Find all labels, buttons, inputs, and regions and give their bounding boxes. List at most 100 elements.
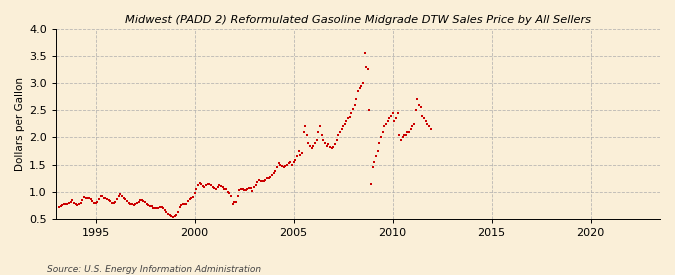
Point [425, 127, 436, 131]
Point [323, 142, 333, 146]
Point [215, 184, 226, 189]
Point [317, 133, 327, 137]
Point [259, 179, 269, 183]
Point [234, 187, 244, 192]
Point [349, 103, 360, 107]
Point [410, 108, 421, 112]
Point [110, 199, 121, 204]
Point [387, 111, 398, 115]
Point [290, 158, 300, 163]
Point [99, 196, 109, 200]
Point [333, 133, 344, 137]
Point [374, 141, 385, 145]
Point [140, 200, 151, 204]
Point [77, 198, 88, 203]
Point [156, 205, 167, 209]
Point [352, 89, 363, 93]
Point [371, 154, 381, 159]
Point [334, 130, 345, 134]
Point [303, 141, 314, 145]
Point [321, 143, 332, 148]
Point [211, 187, 221, 191]
Point [113, 193, 124, 198]
Point [270, 169, 281, 173]
Text: Source: U.S. Energy Information Administration: Source: U.S. Energy Information Administ… [47, 265, 261, 274]
Point [117, 194, 128, 198]
Point [221, 187, 232, 191]
Point [87, 199, 98, 203]
Point [306, 146, 317, 150]
Point [62, 202, 73, 206]
Point [344, 114, 355, 119]
Point [267, 173, 277, 178]
Point [120, 197, 131, 202]
Point [199, 185, 210, 189]
Point [288, 160, 299, 164]
Point [105, 199, 116, 203]
Point [239, 188, 250, 192]
Point [302, 133, 313, 137]
Point [69, 200, 80, 205]
Point [158, 206, 169, 210]
Point [319, 141, 330, 145]
Point [404, 130, 414, 134]
Point [188, 195, 198, 199]
Point [245, 186, 256, 190]
Point [272, 165, 283, 169]
Point [200, 183, 211, 188]
Point [80, 196, 91, 200]
Point [265, 174, 276, 179]
Point [115, 192, 126, 197]
Point [207, 185, 218, 190]
Point [217, 185, 228, 190]
Point [313, 130, 324, 134]
Point [284, 161, 294, 166]
Point [408, 122, 419, 126]
Point [300, 124, 310, 129]
Point [421, 119, 431, 123]
Point [178, 202, 188, 207]
Point [346, 111, 357, 115]
Point [191, 186, 202, 191]
Point [176, 203, 187, 208]
Point [125, 202, 136, 206]
Point [281, 162, 292, 167]
Point [254, 178, 265, 182]
Point [244, 186, 254, 190]
Point [273, 161, 284, 166]
Point [225, 193, 236, 198]
Point [280, 163, 291, 168]
Point [252, 180, 263, 184]
Point [65, 199, 76, 204]
Point [397, 135, 408, 140]
Point [331, 138, 342, 142]
Point [79, 195, 90, 199]
Point [126, 202, 137, 207]
Point [237, 187, 248, 191]
Point [377, 130, 388, 134]
Point [100, 196, 111, 200]
Point [250, 183, 261, 188]
Point [285, 160, 296, 164]
Point [379, 124, 389, 129]
Point [92, 199, 103, 204]
Point [308, 143, 319, 148]
Point [359, 51, 370, 55]
Point [192, 183, 203, 187]
Point [180, 202, 190, 206]
Point [128, 203, 139, 207]
Point [209, 186, 220, 190]
Point [166, 214, 177, 218]
Point [336, 127, 347, 131]
Point [94, 197, 105, 201]
Point [59, 202, 70, 207]
Point [135, 198, 146, 202]
Point [275, 162, 286, 167]
Point [227, 202, 238, 206]
Point [392, 111, 403, 115]
Point [88, 200, 99, 205]
Point [402, 130, 413, 134]
Point [391, 116, 402, 120]
Point [168, 214, 179, 219]
Point [338, 124, 348, 129]
